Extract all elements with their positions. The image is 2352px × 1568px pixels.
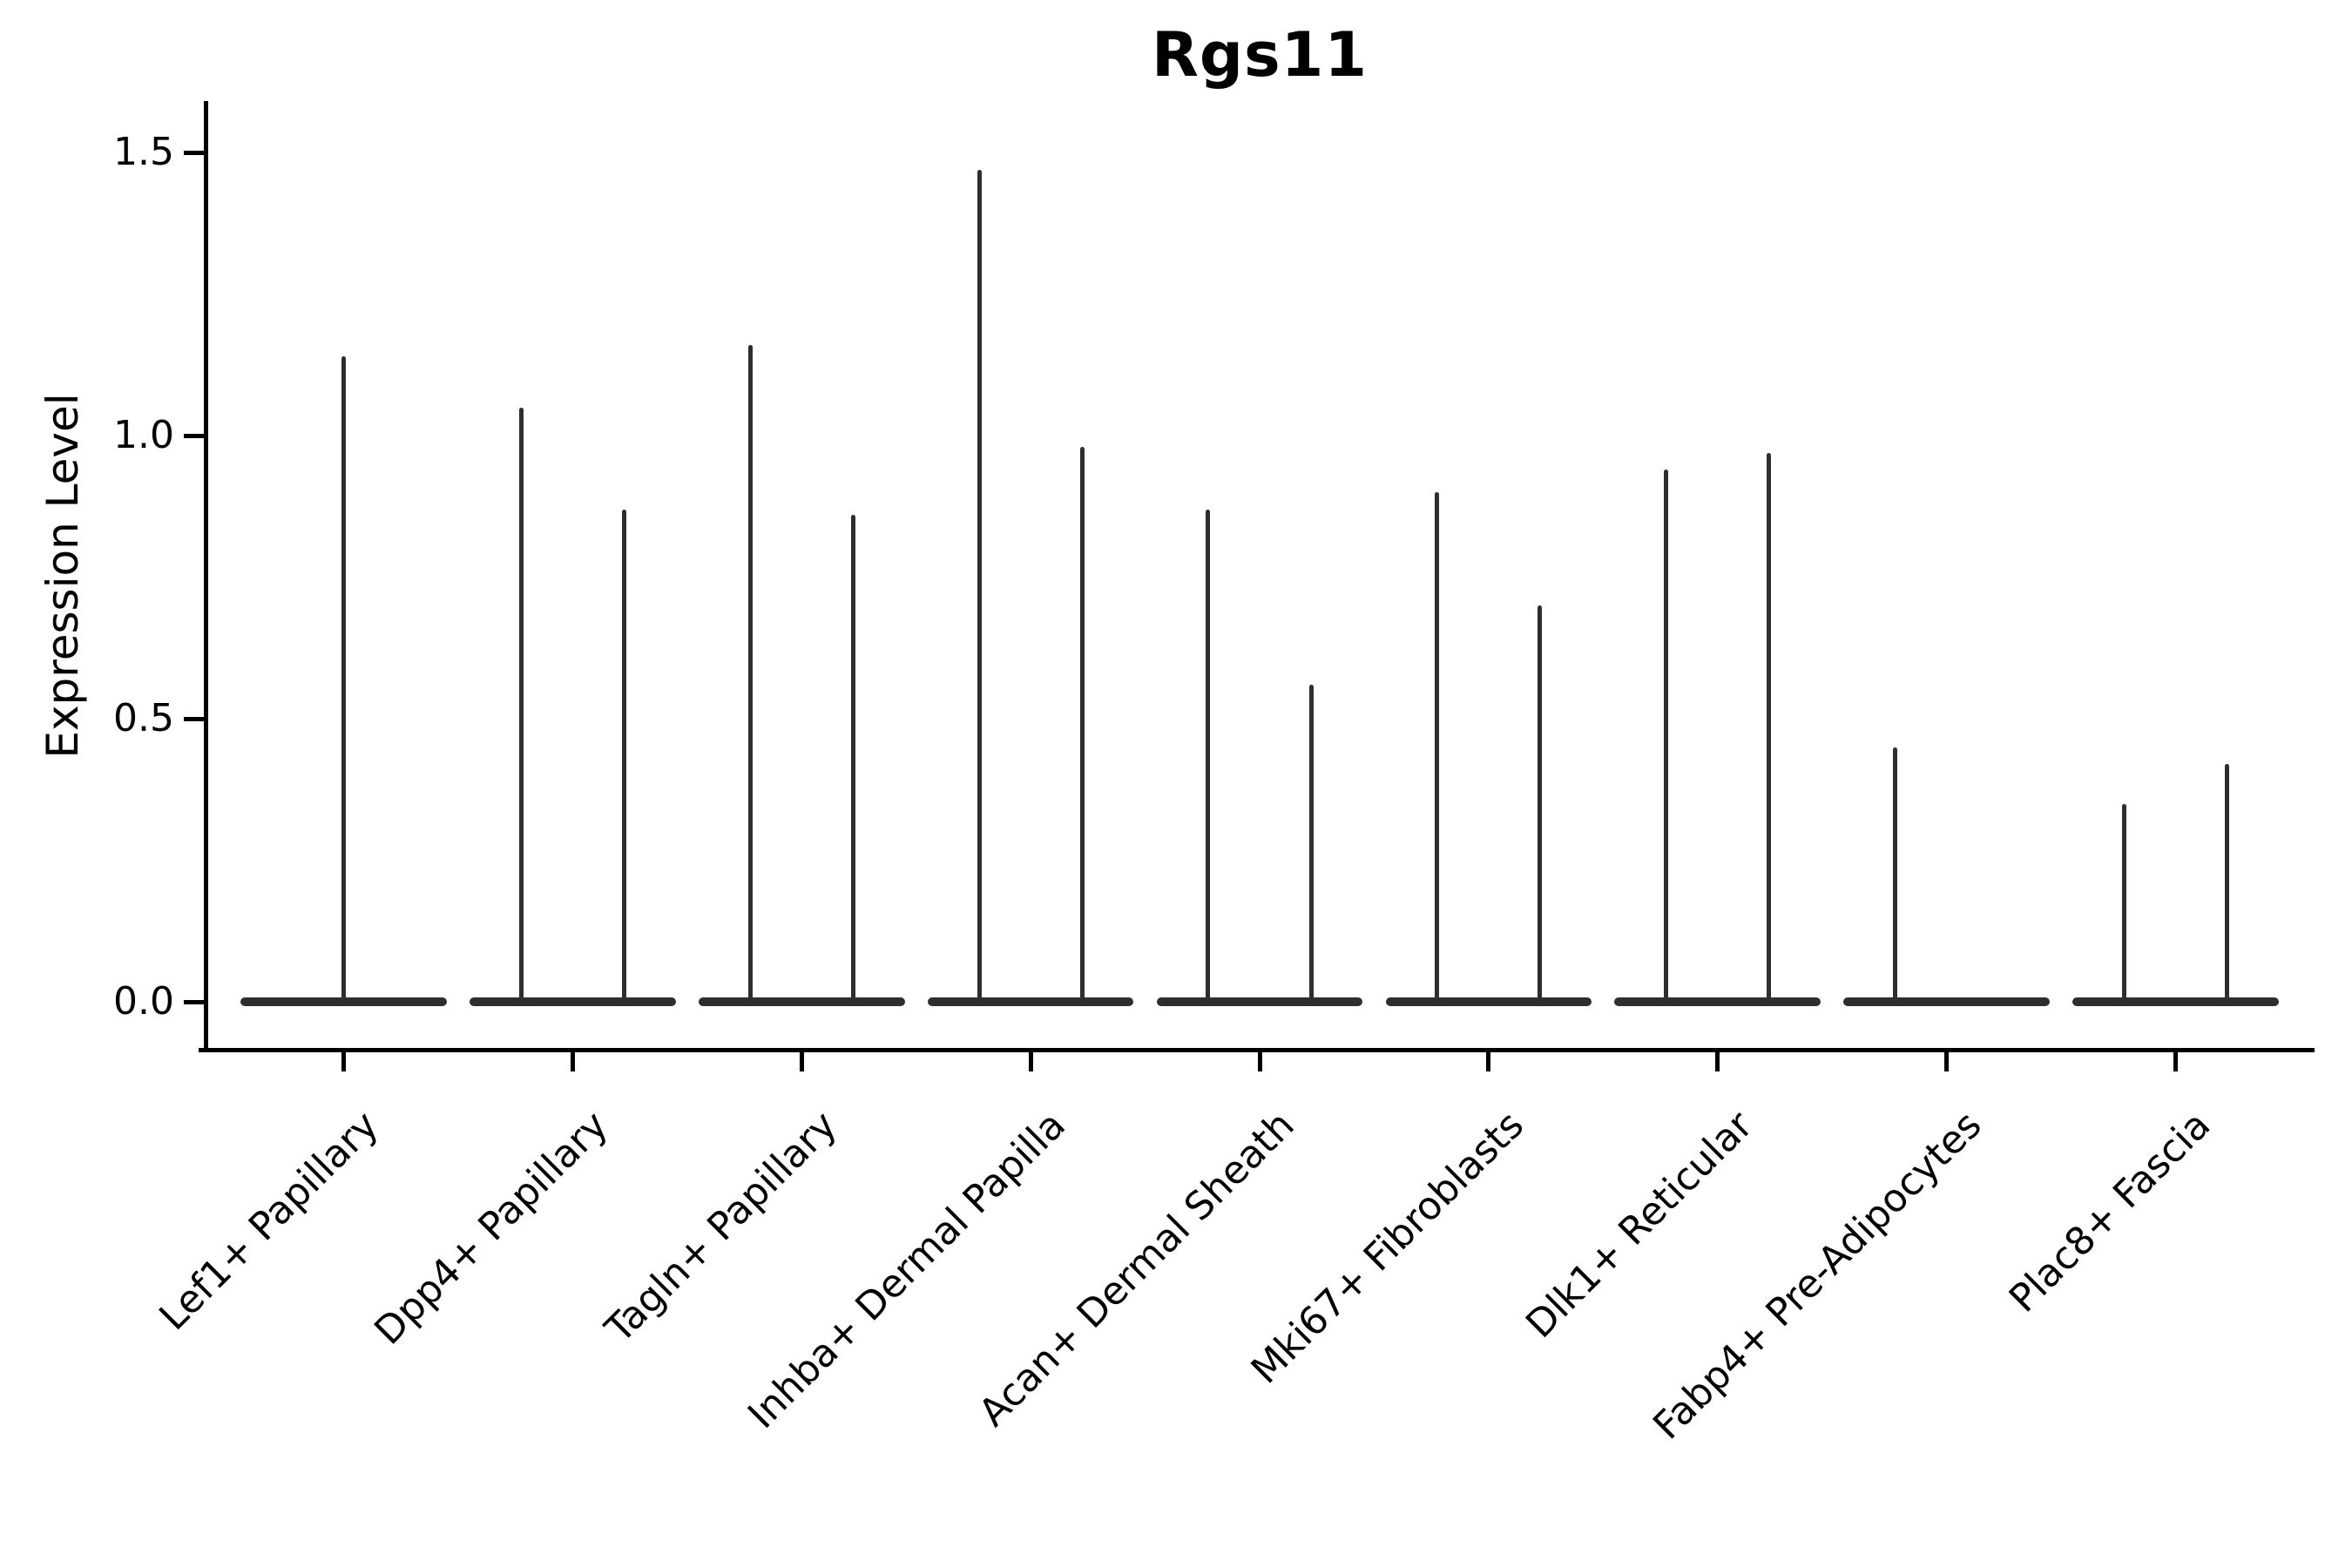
violin-spike — [518, 407, 524, 1002]
violin-baseline — [927, 997, 1134, 1006]
x-axis-label: Lef1+ Papillary — [151, 1103, 388, 1340]
y-axis-spine — [204, 101, 208, 1052]
violin-spike — [2121, 803, 2126, 1002]
x-tick — [2173, 1051, 2178, 1071]
violin-spike — [1892, 747, 1897, 1002]
violin-baseline — [2072, 997, 2279, 1006]
x-tick — [1943, 1051, 1949, 1071]
x-tick — [1486, 1051, 1491, 1071]
violin-baseline — [240, 997, 447, 1006]
violin-baseline — [470, 997, 676, 1006]
x-axis-label: Plac8+ Fascia — [2000, 1103, 2220, 1321]
x-axis-label: Dlk1+ Reticular — [1517, 1103, 1761, 1347]
violin-spike — [1664, 470, 1669, 1002]
y-tick-label: 1.5 — [113, 130, 174, 174]
y-tick-label: 0.0 — [113, 979, 174, 1024]
x-tick — [1028, 1051, 1033, 1071]
violin-spike — [1206, 509, 1211, 1002]
x-tick — [341, 1051, 347, 1071]
violin-baseline — [1614, 997, 1821, 1006]
x-tick — [799, 1051, 804, 1071]
x-axis-spine — [199, 1048, 2315, 1052]
violin-spike — [977, 169, 982, 1002]
y-tick-label: 1.0 — [113, 413, 174, 457]
chart-title: Rgs11 — [1151, 19, 1369, 91]
y-tick-label: 0.5 — [113, 696, 174, 740]
x-axis-label: Dpp4+ Papillary — [365, 1103, 617, 1354]
violin-spike — [747, 345, 753, 1002]
violin-spike — [341, 356, 347, 1002]
violin-baseline — [1385, 997, 1592, 1006]
violin-spike — [1767, 452, 1772, 1002]
y-tick — [184, 716, 206, 721]
violin-spike — [1079, 447, 1085, 1002]
y-tick — [184, 433, 206, 438]
violin-baseline — [699, 997, 905, 1006]
y-tick — [184, 999, 206, 1004]
violin-baseline — [1156, 997, 1363, 1006]
x-tick — [571, 1051, 576, 1071]
violin-spike — [850, 515, 855, 1002]
x-tick — [1715, 1051, 1720, 1071]
violin-spike — [1308, 685, 1314, 1002]
violin-spike — [622, 509, 627, 1002]
violin-spike — [2224, 764, 2229, 1002]
violin-baseline — [1843, 997, 2050, 1006]
violin-spike — [1538, 605, 1543, 1002]
x-axis-label: Tagln+ Papillary — [596, 1103, 846, 1352]
y-tick — [184, 150, 206, 155]
violin-spike — [1435, 492, 1440, 1002]
x-tick — [1257, 1051, 1262, 1071]
